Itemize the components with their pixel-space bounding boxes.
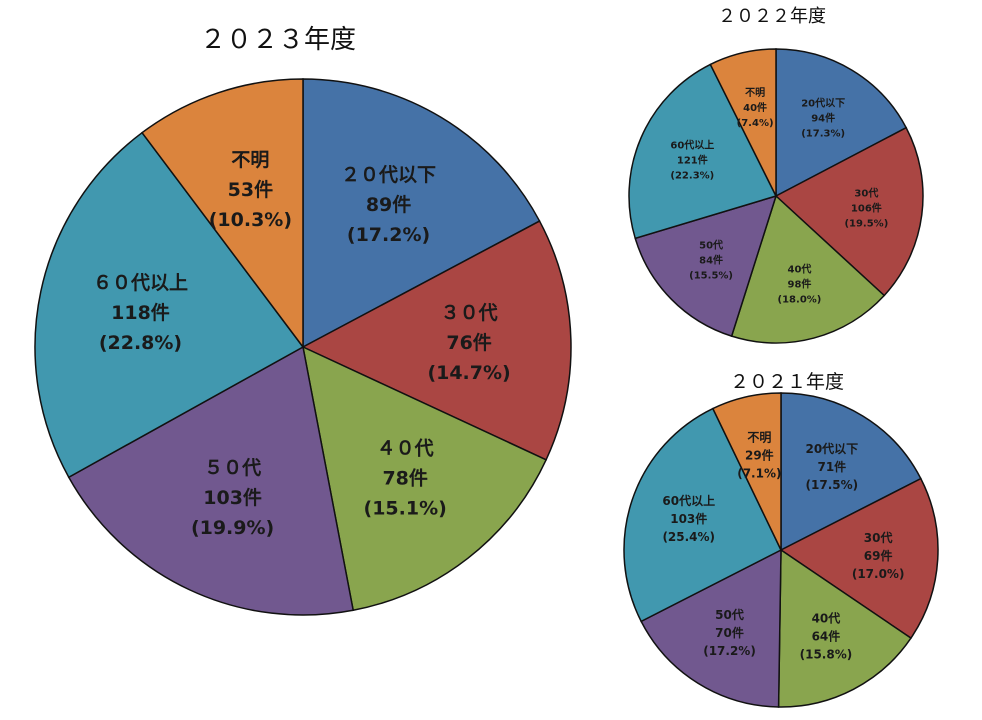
slice-label: 30代 bbox=[864, 530, 893, 545]
slice-label: 60代以上 bbox=[670, 138, 714, 151]
slice-label: 40代 bbox=[788, 263, 812, 276]
slice-count: 40件 bbox=[743, 101, 767, 114]
pie-slice-不明 bbox=[711, 392, 782, 551]
slice-label: ４０代 bbox=[377, 438, 434, 460]
slice-label: 20代以下 bbox=[801, 97, 845, 110]
slice-count: 121件 bbox=[677, 153, 708, 166]
slice-count: 53件 bbox=[228, 178, 273, 201]
slice-label: 30代 bbox=[854, 186, 878, 199]
pie-chart-2: ２０２１年度 20代以下 71件 (17.5%) 30代 69件 (17.0%) 40代 64件… bbox=[623, 371, 939, 708]
pie-chart-1: ２０２２年度 20代以下 94件 (17.3%) 30代 106件 (19.5%) 40代 98… bbox=[628, 6, 924, 344]
pie-slice-30代 bbox=[301, 220, 572, 461]
slice-percent: (14.7%) bbox=[427, 362, 510, 384]
slice-percent: (22.8%) bbox=[99, 332, 182, 354]
slice-count: 71件 bbox=[817, 459, 846, 474]
slice-count: 94件 bbox=[811, 112, 835, 125]
pie-slice-40代 bbox=[301, 345, 548, 612]
slice-label: 60代以上 bbox=[662, 493, 715, 508]
slice-percent: (25.4%) bbox=[662, 530, 715, 544]
slice-percent: (7.4%) bbox=[737, 118, 774, 129]
slice-percent: (17.2%) bbox=[703, 644, 756, 658]
pie-slice-50代 bbox=[640, 548, 782, 708]
slice-count: 69件 bbox=[864, 548, 893, 563]
slice-label: 50代 bbox=[715, 607, 744, 622]
pie-slice-40代 bbox=[730, 194, 886, 344]
slice-count: 103件 bbox=[670, 511, 707, 526]
slice-label: 不明 bbox=[231, 149, 269, 171]
slice-percent: (15.8%) bbox=[800, 648, 853, 662]
slice-percent: (15.1%) bbox=[364, 498, 447, 520]
slice-label: 不明 bbox=[745, 87, 765, 99]
slice-count: 118件 bbox=[111, 301, 170, 324]
slice-count: 106件 bbox=[851, 201, 882, 214]
slice-label: ５０代 bbox=[204, 457, 261, 479]
pie-slice-30代 bbox=[779, 477, 939, 640]
slice-count: 70件 bbox=[715, 625, 744, 640]
slice-count: 98件 bbox=[788, 278, 812, 291]
pie-slice-60代以上 bbox=[34, 131, 305, 479]
pie-slice-50代 bbox=[67, 345, 355, 616]
slice-count: 76件 bbox=[446, 331, 491, 354]
slice-percent: (19.5%) bbox=[844, 218, 888, 229]
slice-percent: (17.3%) bbox=[801, 129, 845, 140]
pie-slice-20代以下 bbox=[302, 78, 541, 349]
pie-slice-30代 bbox=[774, 126, 924, 297]
pie-slice-60代以上 bbox=[623, 407, 782, 623]
slice-percent: (19.9%) bbox=[191, 517, 274, 539]
pie-slice-40代 bbox=[777, 548, 912, 708]
slice-label: ６０代以上 bbox=[93, 272, 188, 294]
slice-count: 84件 bbox=[699, 253, 723, 266]
slice-percent: (7.1%) bbox=[737, 466, 781, 480]
pie-slice-60代以上 bbox=[628, 63, 778, 240]
slice-percent: (17.0%) bbox=[852, 567, 905, 581]
slice-count: 103件 bbox=[203, 486, 262, 509]
slice-percent: (22.3%) bbox=[670, 170, 714, 181]
slice-percent: (17.2%) bbox=[347, 224, 430, 246]
slice-label: 50代 bbox=[699, 238, 723, 251]
chart-title: ２０２２年度 bbox=[718, 6, 826, 27]
slice-label: 20代以下 bbox=[805, 441, 858, 456]
pie-slice-不明 bbox=[141, 78, 304, 350]
chart-title: ２０２１年度 bbox=[730, 371, 844, 393]
slice-percent: (18.0%) bbox=[778, 295, 822, 306]
slice-label: 40代 bbox=[812, 611, 841, 626]
slice-label: 不明 bbox=[747, 430, 771, 444]
slice-percent: (10.3%) bbox=[209, 209, 292, 231]
slice-label: ２０代以下 bbox=[341, 164, 436, 186]
slice-count: 89件 bbox=[366, 193, 411, 216]
pie-slice-20代以下 bbox=[775, 48, 908, 198]
pie-slice-50代 bbox=[634, 194, 778, 338]
pie-chart-0: ２０２３年度 ２０代以下 89件 (17.2%) ３０代 76件 (14.7%) ４０代 78件… bbox=[34, 25, 572, 616]
slice-label: ３０代 bbox=[441, 302, 498, 324]
slice-percent: (15.5%) bbox=[689, 270, 733, 281]
slice-count: 29件 bbox=[745, 447, 774, 462]
pie-slice-20代以下 bbox=[780, 392, 922, 552]
slice-count: 64件 bbox=[812, 629, 841, 644]
pie-slice-不明 bbox=[709, 48, 777, 197]
chart-title: ２０２３年度 bbox=[200, 25, 356, 55]
slice-percent: (17.5%) bbox=[806, 478, 859, 492]
slice-count: 78件 bbox=[382, 467, 427, 490]
